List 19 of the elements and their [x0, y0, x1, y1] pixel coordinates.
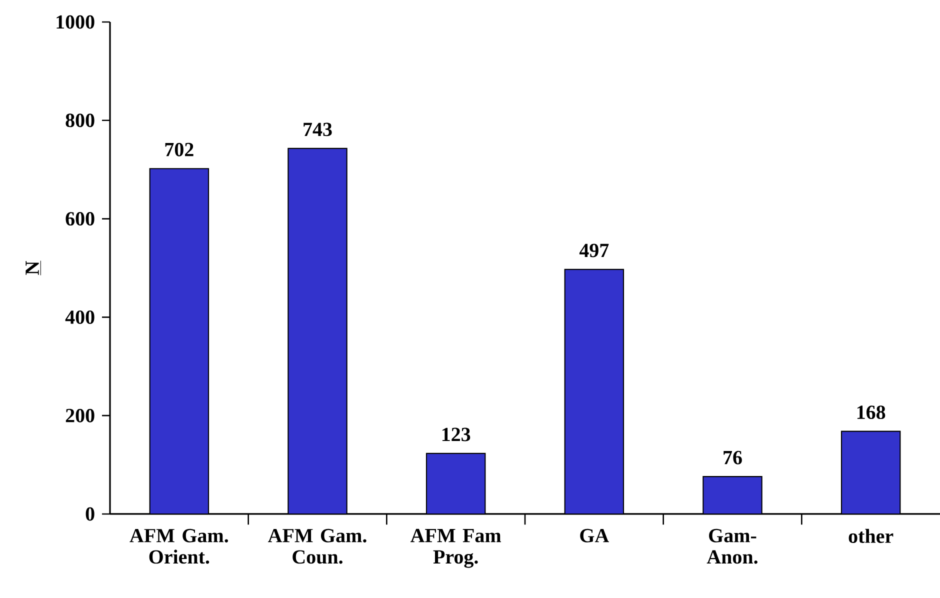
- x-tick-label: GA: [580, 528, 610, 542]
- y-tick-label: 400: [65, 310, 94, 324]
- x-tick-label: AFM Gam. Coun.: [268, 528, 366, 564]
- data-label: 76: [724, 450, 742, 464]
- data-label: 168: [857, 406, 886, 420]
- x-tick-label: AFM Gam. Orient.: [130, 528, 228, 564]
- y-tick-label: 1000: [56, 15, 94, 29]
- x-tick-label: AFM Fam Prog.: [410, 528, 502, 568]
- x-tick-label: other: [848, 528, 894, 543]
- y-axis-title: N: [26, 261, 39, 275]
- data-label: 743: [304, 122, 332, 136]
- data-label: 497: [579, 244, 609, 258]
- y-tick-label: 0: [86, 507, 94, 521]
- data-label: 123: [442, 428, 470, 442]
- y-tick-label: 800: [66, 114, 94, 128]
- data-label: 702: [165, 142, 194, 156]
- y-tick-label: 200: [66, 408, 94, 422]
- y-tick-label: 600: [66, 212, 94, 226]
- x-tick-label: Gam- Anon.: [706, 528, 758, 564]
